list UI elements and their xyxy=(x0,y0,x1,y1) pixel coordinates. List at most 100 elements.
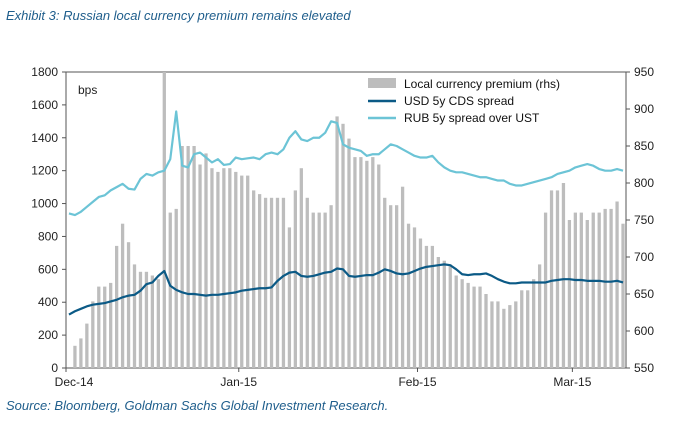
premium-bar xyxy=(526,290,530,368)
premium-bar xyxy=(198,164,202,368)
y-left-tick-label: 200 xyxy=(38,328,58,342)
y-right-tick-label: 650 xyxy=(634,287,654,301)
premium-bar xyxy=(192,146,196,368)
source-note: Source: Bloomberg, Goldman Sachs Global … xyxy=(6,398,389,413)
premium-bar xyxy=(466,282,470,368)
y-left-tick-label: 1200 xyxy=(31,164,58,178)
premium-bar xyxy=(162,72,166,368)
premium-bar xyxy=(621,223,625,368)
premium-bar xyxy=(514,301,518,368)
x-tick-label: Dec-14 xyxy=(55,375,94,389)
unit-label: bps xyxy=(78,83,97,97)
premium-bar xyxy=(365,160,369,368)
y-right-tick-label: 600 xyxy=(634,324,654,338)
premium-bar xyxy=(120,223,125,368)
premium-bar xyxy=(424,245,429,368)
premium-bar xyxy=(246,175,250,368)
y-left-tick-label: 1400 xyxy=(31,131,58,145)
premium-bar xyxy=(430,245,435,368)
premium-bar xyxy=(91,301,95,368)
premium-bar xyxy=(204,153,208,368)
y-right-tick-label: 750 xyxy=(634,213,654,227)
plot-frame xyxy=(65,71,627,369)
premium-bar xyxy=(85,323,89,368)
premium-bar xyxy=(347,138,351,368)
premium-bar xyxy=(115,245,119,368)
y-left-tick-label: 600 xyxy=(38,262,58,276)
premium-bar xyxy=(97,286,101,368)
premium-bar xyxy=(275,197,280,368)
premium-bar xyxy=(609,208,613,368)
premium-bar xyxy=(537,264,542,368)
premium-bar xyxy=(299,168,303,368)
legend-label: Local currency premium (rhs) xyxy=(404,77,560,91)
y-left-tick-label: 1800 xyxy=(31,65,58,79)
lines-layer xyxy=(68,110,624,316)
y-left-tick-label: 400 xyxy=(38,295,58,309)
premium-bar xyxy=(478,286,482,368)
premium-bar xyxy=(174,208,178,368)
premium-bar xyxy=(377,164,381,368)
premium-bar xyxy=(591,212,595,368)
y-right-tick-label: 550 xyxy=(634,361,654,375)
premium-bar xyxy=(186,146,190,368)
premium-bar xyxy=(442,260,446,368)
premium-bar xyxy=(180,146,184,368)
premium-bar xyxy=(138,271,143,368)
premium-bar xyxy=(252,190,256,368)
premium-bar xyxy=(532,279,536,368)
premium-bar xyxy=(389,205,393,368)
cds-spread-line xyxy=(68,263,624,316)
premium-bar xyxy=(109,282,113,368)
premium-bar xyxy=(240,175,244,368)
premium-bar xyxy=(496,301,500,368)
legend: Local currency premium (rhs) USD 5y CDS s… xyxy=(368,77,560,125)
premium-bar xyxy=(383,197,387,368)
premium-bar xyxy=(156,279,160,368)
premium-bar xyxy=(603,208,607,368)
y-right-tick-label: 950 xyxy=(634,65,654,79)
y-right-tick-label: 700 xyxy=(634,250,654,264)
premium-bar xyxy=(448,264,452,368)
premium-bar xyxy=(615,201,619,368)
premium-bar xyxy=(150,275,155,368)
premium-bar xyxy=(293,190,297,368)
premium-bar xyxy=(73,345,77,368)
premium-bar xyxy=(436,257,440,368)
premium-bar xyxy=(323,212,327,368)
premium-bar xyxy=(341,123,345,368)
bars-layer xyxy=(73,72,625,369)
premium-bar xyxy=(454,275,458,368)
premium-bar xyxy=(79,338,83,368)
premium-bar xyxy=(210,168,214,368)
premium-bar xyxy=(561,183,566,368)
premium-bar xyxy=(490,301,494,368)
x-tick-label: Feb-15 xyxy=(398,375,436,389)
premium-bar xyxy=(103,286,107,368)
y-right-tick-label: 800 xyxy=(634,176,654,190)
axes-layer: 0 200 400 600 800 1000 1200 1400 1600 1800 550 600 6… xyxy=(31,65,654,389)
premium-bar xyxy=(371,157,375,368)
premium-bar xyxy=(287,227,292,368)
premium-bar xyxy=(484,294,488,368)
premium-bar xyxy=(412,227,417,368)
premium-bar xyxy=(269,197,274,368)
premium-bar xyxy=(520,290,524,368)
premium-bar xyxy=(543,212,548,368)
premium-bar xyxy=(353,157,357,368)
premium-bar xyxy=(305,197,309,368)
premium-bar xyxy=(579,212,583,368)
legend-label: RUB 5y spread over UST xyxy=(404,111,540,125)
premium-bar xyxy=(418,238,423,368)
y-left-tick-label: 1000 xyxy=(31,197,58,211)
premium-bar xyxy=(335,116,339,369)
premium-bar xyxy=(395,205,399,368)
y-right-tick-label: 900 xyxy=(634,102,654,116)
rub-spread-line xyxy=(68,110,624,217)
chart-title: Exhibit 3: Russian local currency premiu… xyxy=(6,8,351,23)
premium-bar xyxy=(311,212,315,368)
premium-bar xyxy=(460,279,464,368)
y-left-tick-label: 800 xyxy=(38,229,58,243)
premium-bar xyxy=(508,305,512,368)
